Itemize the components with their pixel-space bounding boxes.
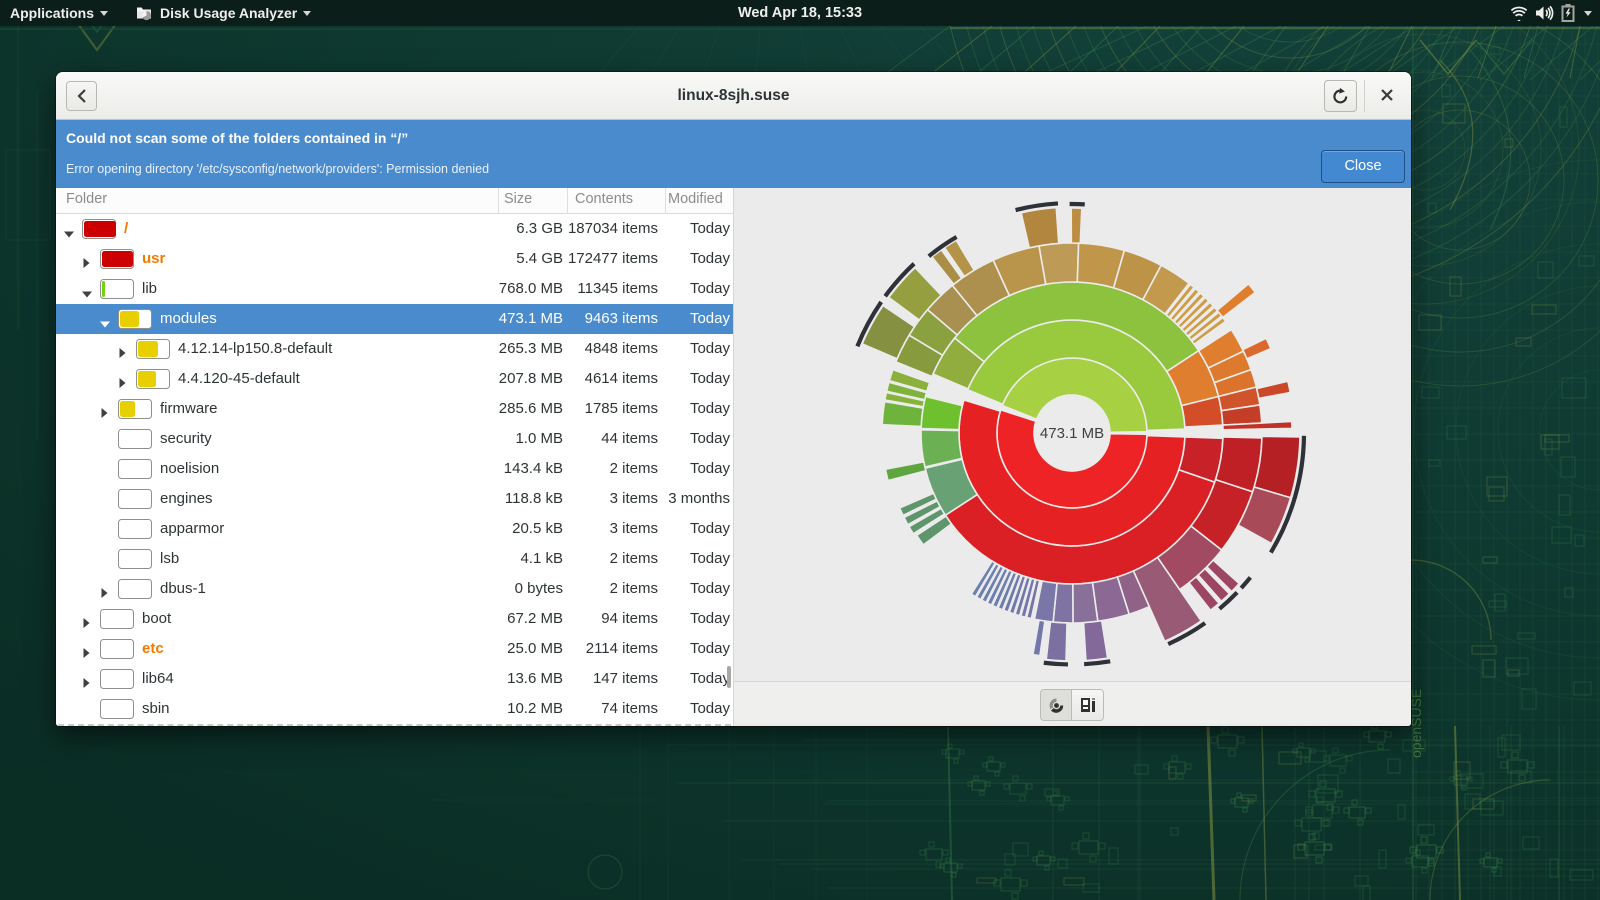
svg-text:473.1 MB: 473.1 MB	[1040, 425, 1104, 442]
svg-text:openSUSE: openSUSE	[1408, 689, 1424, 758]
